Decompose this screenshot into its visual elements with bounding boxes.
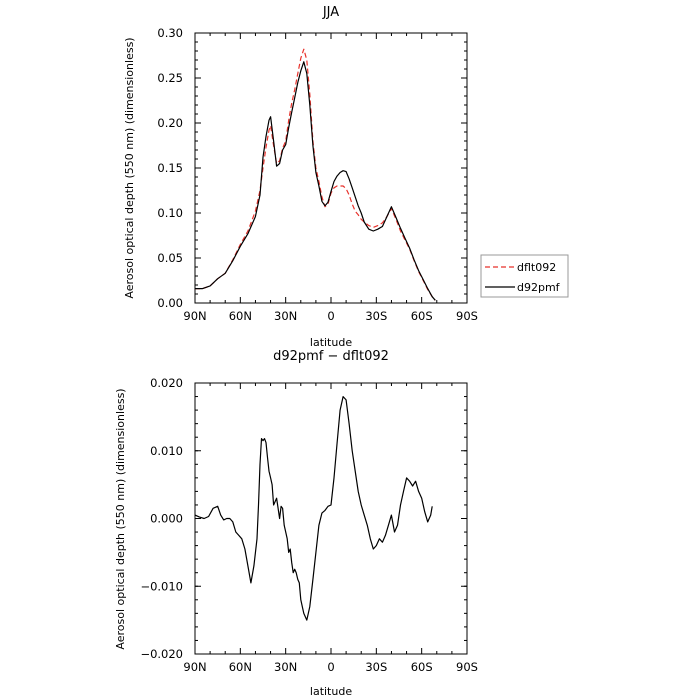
bottom-x-tick-label: 60S <box>411 660 433 674</box>
top-x-tick-label: 30S <box>365 309 387 323</box>
legend: dflt092 d92pmf <box>480 254 569 298</box>
bottom-plot-area: 90N 60N 30N 0 30S 60S 90S −0.020 −0.010 0.000 0.01… <box>140 376 478 674</box>
top-x-tick-label: 90S <box>456 309 478 323</box>
top-y-tick-label: 0.00 <box>157 296 183 310</box>
bottom-panel-title: d92pmf − dflt092 <box>273 349 389 364</box>
top-series-line-dflt092 <box>195 48 436 301</box>
top-panel: JJA 90N 60N 30N 0 30S 60S 90S 0.00 0.05 0.10 0.15 0… <box>123 5 478 349</box>
top-y-tick-label: 0.05 <box>157 251 183 265</box>
bottom-y-tick-label: 0.000 <box>150 512 183 526</box>
bottom-x-tick-label: 30N <box>274 660 297 674</box>
bottom-x-axis-title: latitude <box>310 685 352 698</box>
top-x-axis-title: latitude <box>310 336 352 349</box>
top-x-tick-label: 30N <box>274 309 297 323</box>
bottom-y-tick-label: −0.020 <box>140 647 183 661</box>
top-y-tick-label: 0.30 <box>157 26 183 40</box>
bottom-x-tick-label: 90S <box>456 660 478 674</box>
bottom-panel: d92pmf − dflt092 90N 60N 30N 0 30S 60S 90S −0.0… <box>114 349 478 698</box>
legend-label-dflt092: dflt092 <box>517 261 556 274</box>
top-x-tick-label: 90N <box>183 309 206 323</box>
top-plot-frame <box>194 32 468 304</box>
bottom-y-tick-label: 0.010 <box>150 444 183 458</box>
top-x-tick-label: 60S <box>411 309 433 323</box>
top-series-line-d92pmf <box>195 61 436 301</box>
top-x-tick-label: 0 <box>327 309 334 323</box>
top-x-tick-label: 60N <box>229 309 252 323</box>
top-y-tick-label: 0.20 <box>157 116 183 130</box>
legend-box <box>480 254 569 298</box>
bottom-x-tick-label: 60N <box>229 660 252 674</box>
bottom-x-tick-label: 90N <box>183 660 206 674</box>
top-y-tick-label: 0.25 <box>157 71 183 85</box>
top-panel-title: JJA <box>322 5 339 20</box>
top-y-axis-title: Aerosol optical depth (550 nm) (dimensio… <box>123 37 136 298</box>
bottom-x-tick-label: 30S <box>365 660 387 674</box>
top-y-tick-label: 0.10 <box>157 206 183 220</box>
legend-label-d92pmf: d92pmf <box>517 281 561 294</box>
bottom-y-axis-title: Aerosol optical depth (550 nm) (dimensio… <box>114 388 127 649</box>
bottom-series-line-series0 <box>194 396 433 621</box>
top-y-tick-label: 0.15 <box>157 161 183 175</box>
bottom-y-tick-label: −0.010 <box>140 579 183 593</box>
bottom-y-tick-label: 0.020 <box>150 376 183 390</box>
top-plot-area: 90N 60N 30N 0 30S 60S 90S 0.00 0.05 0.10 0.15 0.20 0… <box>157 26 478 323</box>
bottom-x-tick-label: 0 <box>327 660 334 674</box>
